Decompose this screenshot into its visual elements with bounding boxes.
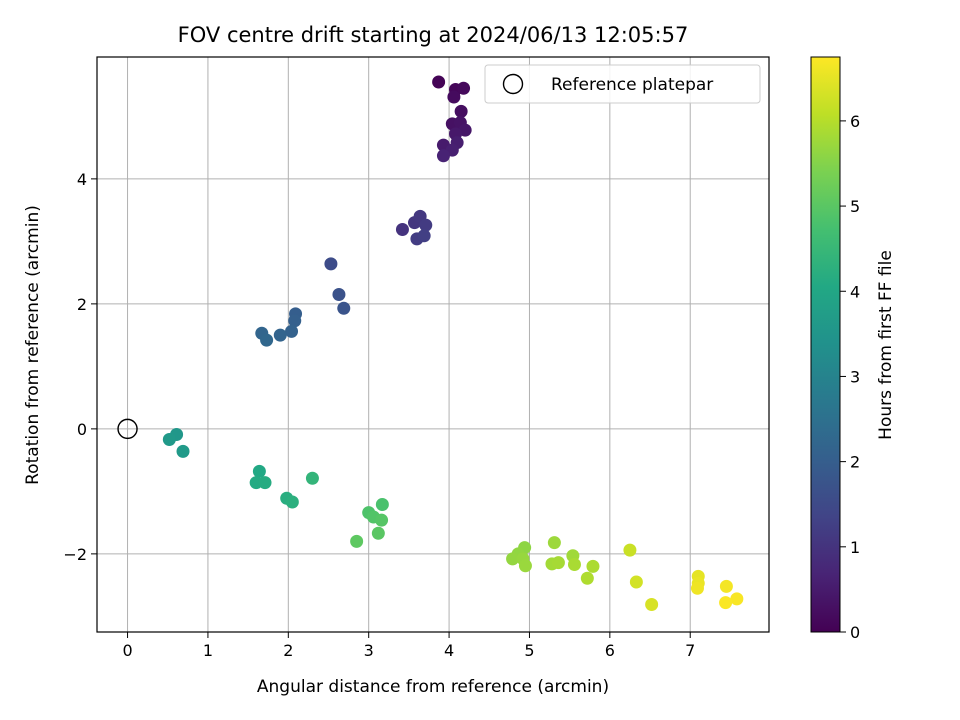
x-tick-label: 4: [444, 641, 454, 660]
reference-platepar-marker: [117, 418, 138, 440]
plot-area: 0 1 2 3 4 5 6 7 −2 0 2 4: [63, 56, 770, 660]
x-tick-label: 0: [122, 641, 132, 660]
plot-background: [97, 57, 769, 632]
x-tick-label: 3: [364, 641, 374, 660]
data-point: [629, 575, 643, 589]
data-point: [447, 90, 461, 104]
data-point: [176, 444, 190, 458]
data-point: [580, 571, 594, 585]
legend-entry-reference-platepar: Reference platepar: [551, 75, 713, 95]
data-point: [162, 433, 176, 446]
colorbar: 0 1 2 3 4 5 6 Hours from first FF file: [810, 56, 896, 642]
colorbar-tick-label: 5: [850, 197, 860, 216]
x-axis-label: Angular distance from reference (arcmin): [257, 677, 609, 697]
data-point: [436, 149, 450, 163]
data-point: [252, 464, 266, 478]
legend-box: [484, 64, 761, 104]
data-point: [260, 333, 274, 347]
x-tick-label: 1: [203, 641, 213, 660]
y-tick-label: −2: [63, 545, 87, 564]
data-point: [285, 495, 299, 509]
data-point: [518, 559, 532, 573]
y-tick-label: 2: [77, 295, 87, 314]
plot-frame: [96, 56, 770, 633]
data-point: [337, 301, 351, 315]
data-point: [551, 556, 565, 570]
x-tick-label: 5: [524, 641, 534, 660]
data-point: [419, 218, 433, 232]
grid-lines: [97, 57, 769, 632]
colorbar-tick-label: 4: [850, 282, 860, 301]
data-point: [586, 559, 600, 573]
data-point: [285, 324, 299, 338]
colorbar-tick-label: 1: [850, 538, 860, 557]
x-axis-ticks: 0 1 2 3 4 5 6 7: [122, 632, 695, 660]
data-point: [417, 229, 431, 243]
x-tick-label: 6: [605, 641, 615, 660]
data-point: [371, 526, 385, 540]
x-tick-label: 2: [283, 641, 293, 660]
data-point: [457, 81, 471, 95]
data-point: [506, 552, 520, 566]
colorbar-gradient: [810, 56, 841, 633]
data-point: [375, 498, 389, 511]
legend-marker: [502, 73, 524, 95]
y-axis-ticks: −2 0 2 4: [63, 170, 97, 564]
data-point: [690, 581, 704, 595]
data-point: [324, 257, 338, 271]
data-point: [547, 536, 561, 550]
chart-title: FOV centre drift starting at 2024/06/13 …: [178, 23, 689, 47]
colorbar-label: Hours from first FF file: [876, 250, 896, 440]
data-point: [719, 596, 733, 610]
data-point: [454, 104, 468, 118]
colorbar-tick-label: 0: [850, 623, 860, 642]
y-tick-label: 4: [77, 170, 87, 189]
data-point: [350, 534, 364, 548]
data-point: [395, 223, 409, 236]
data-point: [645, 598, 659, 611]
data-point: [719, 579, 733, 593]
data-point: [332, 288, 346, 301]
data-point: [305, 471, 319, 485]
data-point: [375, 513, 389, 527]
data-points: [162, 75, 744, 611]
y-tick-label: 0: [77, 420, 87, 439]
data-point: [288, 314, 302, 328]
x-tick-label: 7: [685, 641, 695, 660]
legend: Reference platepar: [484, 64, 761, 104]
data-point: [623, 543, 637, 557]
colorbar-tick-label: 2: [850, 453, 860, 472]
data-point: [273, 328, 287, 342]
data-point: [567, 558, 581, 571]
data-point: [432, 75, 446, 89]
y-axis-label: Rotation from reference (arcmin): [23, 205, 43, 485]
data-point: [730, 592, 744, 606]
data-point: [258, 476, 272, 490]
colorbar-ticks: 0 1 2 3 4 5 6: [840, 112, 860, 642]
colorbar-tick-label: 6: [850, 112, 860, 131]
colorbar-tick-label: 3: [850, 367, 860, 386]
